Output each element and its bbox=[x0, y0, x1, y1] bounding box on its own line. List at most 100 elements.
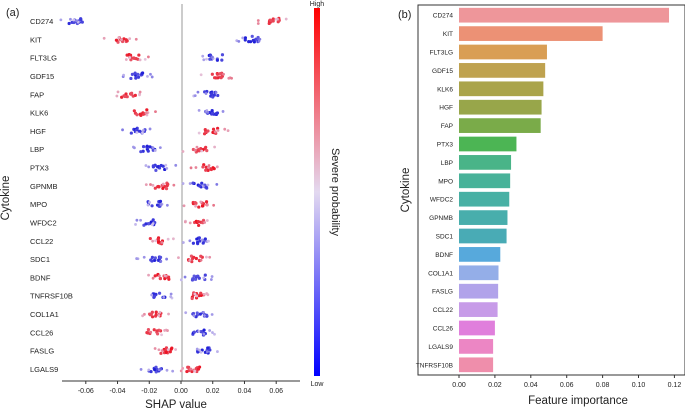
shap-x-tick-label: 0.04 bbox=[238, 388, 252, 395]
shap-point bbox=[204, 165, 208, 169]
panel-a-label: (a) bbox=[6, 7, 19, 19]
shap-feature-label: LGALS9 bbox=[30, 365, 58, 374]
shap-point bbox=[200, 204, 205, 208]
shap-point bbox=[150, 204, 154, 208]
shap-point bbox=[194, 256, 198, 261]
shap-point bbox=[80, 20, 84, 24]
shap-point bbox=[210, 108, 214, 113]
shap-point bbox=[146, 203, 150, 207]
colorbar-low-label: Low bbox=[311, 381, 325, 388]
shap-point bbox=[194, 204, 197, 208]
shap-point bbox=[158, 310, 162, 314]
importance-bar bbox=[459, 7, 670, 23]
shap-point bbox=[124, 92, 128, 96]
shap-point bbox=[150, 75, 154, 79]
shap-point bbox=[151, 218, 155, 222]
importance-category-label: GDF15 bbox=[432, 68, 453, 75]
shap-point bbox=[164, 163, 168, 167]
shap-point bbox=[149, 369, 153, 374]
importance-category-label: MPO bbox=[438, 178, 453, 185]
importance-category-label: FLT3LG bbox=[430, 50, 453, 57]
shap-point bbox=[206, 110, 210, 114]
shap-point bbox=[213, 130, 217, 134]
shap-point bbox=[120, 95, 124, 99]
shap-point bbox=[192, 330, 196, 334]
shap-point bbox=[198, 184, 202, 188]
importance-category-label: FAP bbox=[441, 123, 453, 130]
shap-x-tick-label: 0.00 bbox=[174, 388, 188, 395]
shap-point bbox=[137, 53, 141, 57]
shap-x-ticks: -0.06 -0.04 -0.02 0.00 0.02 0.04 0.06 bbox=[78, 381, 283, 395]
shap-point bbox=[147, 368, 151, 372]
shap-point bbox=[151, 276, 155, 280]
importance-bar bbox=[459, 191, 510, 207]
shap-point bbox=[199, 258, 203, 262]
shap-point bbox=[164, 350, 168, 354]
importance-bar bbox=[459, 339, 494, 354]
shap-point bbox=[205, 255, 208, 259]
feature-importance-panel: (b) CD274 KIT FLT3LG GDF15 KLK6 HGF FAP PTX3 LBP… bbox=[398, 4, 685, 407]
shap-point bbox=[151, 239, 154, 243]
shap-point bbox=[157, 348, 161, 352]
shap-point bbox=[210, 55, 214, 59]
shap-point bbox=[149, 312, 154, 316]
shap-point bbox=[200, 149, 204, 153]
shap-point bbox=[188, 258, 192, 262]
shap-point bbox=[133, 71, 137, 75]
shap-point bbox=[144, 183, 148, 187]
shap-point bbox=[205, 203, 209, 207]
shap-point bbox=[139, 218, 142, 222]
shap-point bbox=[153, 186, 157, 190]
importance-category-label: WFDC2 bbox=[430, 197, 453, 204]
shap-point bbox=[191, 311, 196, 316]
shap-point bbox=[202, 292, 206, 296]
shap-point bbox=[196, 350, 200, 354]
shap-feature-label: TNFRSF10B bbox=[30, 292, 73, 301]
shap-point bbox=[199, 291, 203, 295]
shap-point bbox=[193, 200, 197, 205]
shap-point bbox=[204, 145, 208, 149]
shap-point bbox=[135, 131, 139, 134]
shap-point bbox=[220, 58, 224, 62]
shap-point bbox=[195, 274, 199, 278]
shap-point bbox=[157, 368, 161, 372]
shap-point bbox=[193, 148, 197, 152]
shap-point bbox=[199, 200, 203, 204]
shap-point bbox=[213, 332, 216, 336]
shap-point bbox=[172, 183, 176, 187]
importance-bars bbox=[459, 7, 670, 373]
panel-b-label: (b) bbox=[398, 9, 411, 21]
shap-point bbox=[149, 183, 152, 186]
shap-point bbox=[122, 73, 125, 77]
shap-point bbox=[254, 37, 258, 41]
shap-summary-panel: (a) CD274 KIT FLT3LG GDF15 FAP KLK6 HGF LBP PTX3… bbox=[0, 1, 341, 411]
shap-feature-label: WFDC2 bbox=[30, 218, 57, 227]
shap-point bbox=[67, 21, 71, 26]
shap-x-tick-label: -0.06 bbox=[78, 388, 94, 395]
shap-point bbox=[214, 90, 218, 94]
shap-point bbox=[161, 164, 165, 168]
shap-point bbox=[75, 19, 78, 23]
shap-feature-label: FAP bbox=[30, 90, 44, 99]
shap-point bbox=[197, 108, 201, 112]
shap-point bbox=[138, 112, 142, 116]
importance-bar bbox=[459, 155, 512, 170]
shap-point bbox=[135, 257, 139, 260]
shap-point bbox=[159, 259, 163, 263]
shap-point bbox=[166, 182, 170, 186]
shap-point bbox=[205, 149, 209, 153]
shap-point bbox=[141, 129, 145, 132]
shap-point bbox=[156, 237, 160, 241]
shap-points bbox=[59, 16, 288, 374]
importance-category-label: CCL26 bbox=[433, 326, 454, 333]
shap-point bbox=[130, 91, 134, 95]
shap-point bbox=[222, 72, 225, 76]
shap-point bbox=[148, 127, 152, 131]
shap-point bbox=[114, 38, 119, 42]
shap-point bbox=[143, 57, 147, 61]
shap-point bbox=[204, 200, 209, 204]
shap-point bbox=[156, 165, 160, 169]
shap-point bbox=[179, 369, 183, 373]
shap-point bbox=[213, 145, 217, 149]
importance-bar bbox=[459, 81, 544, 97]
